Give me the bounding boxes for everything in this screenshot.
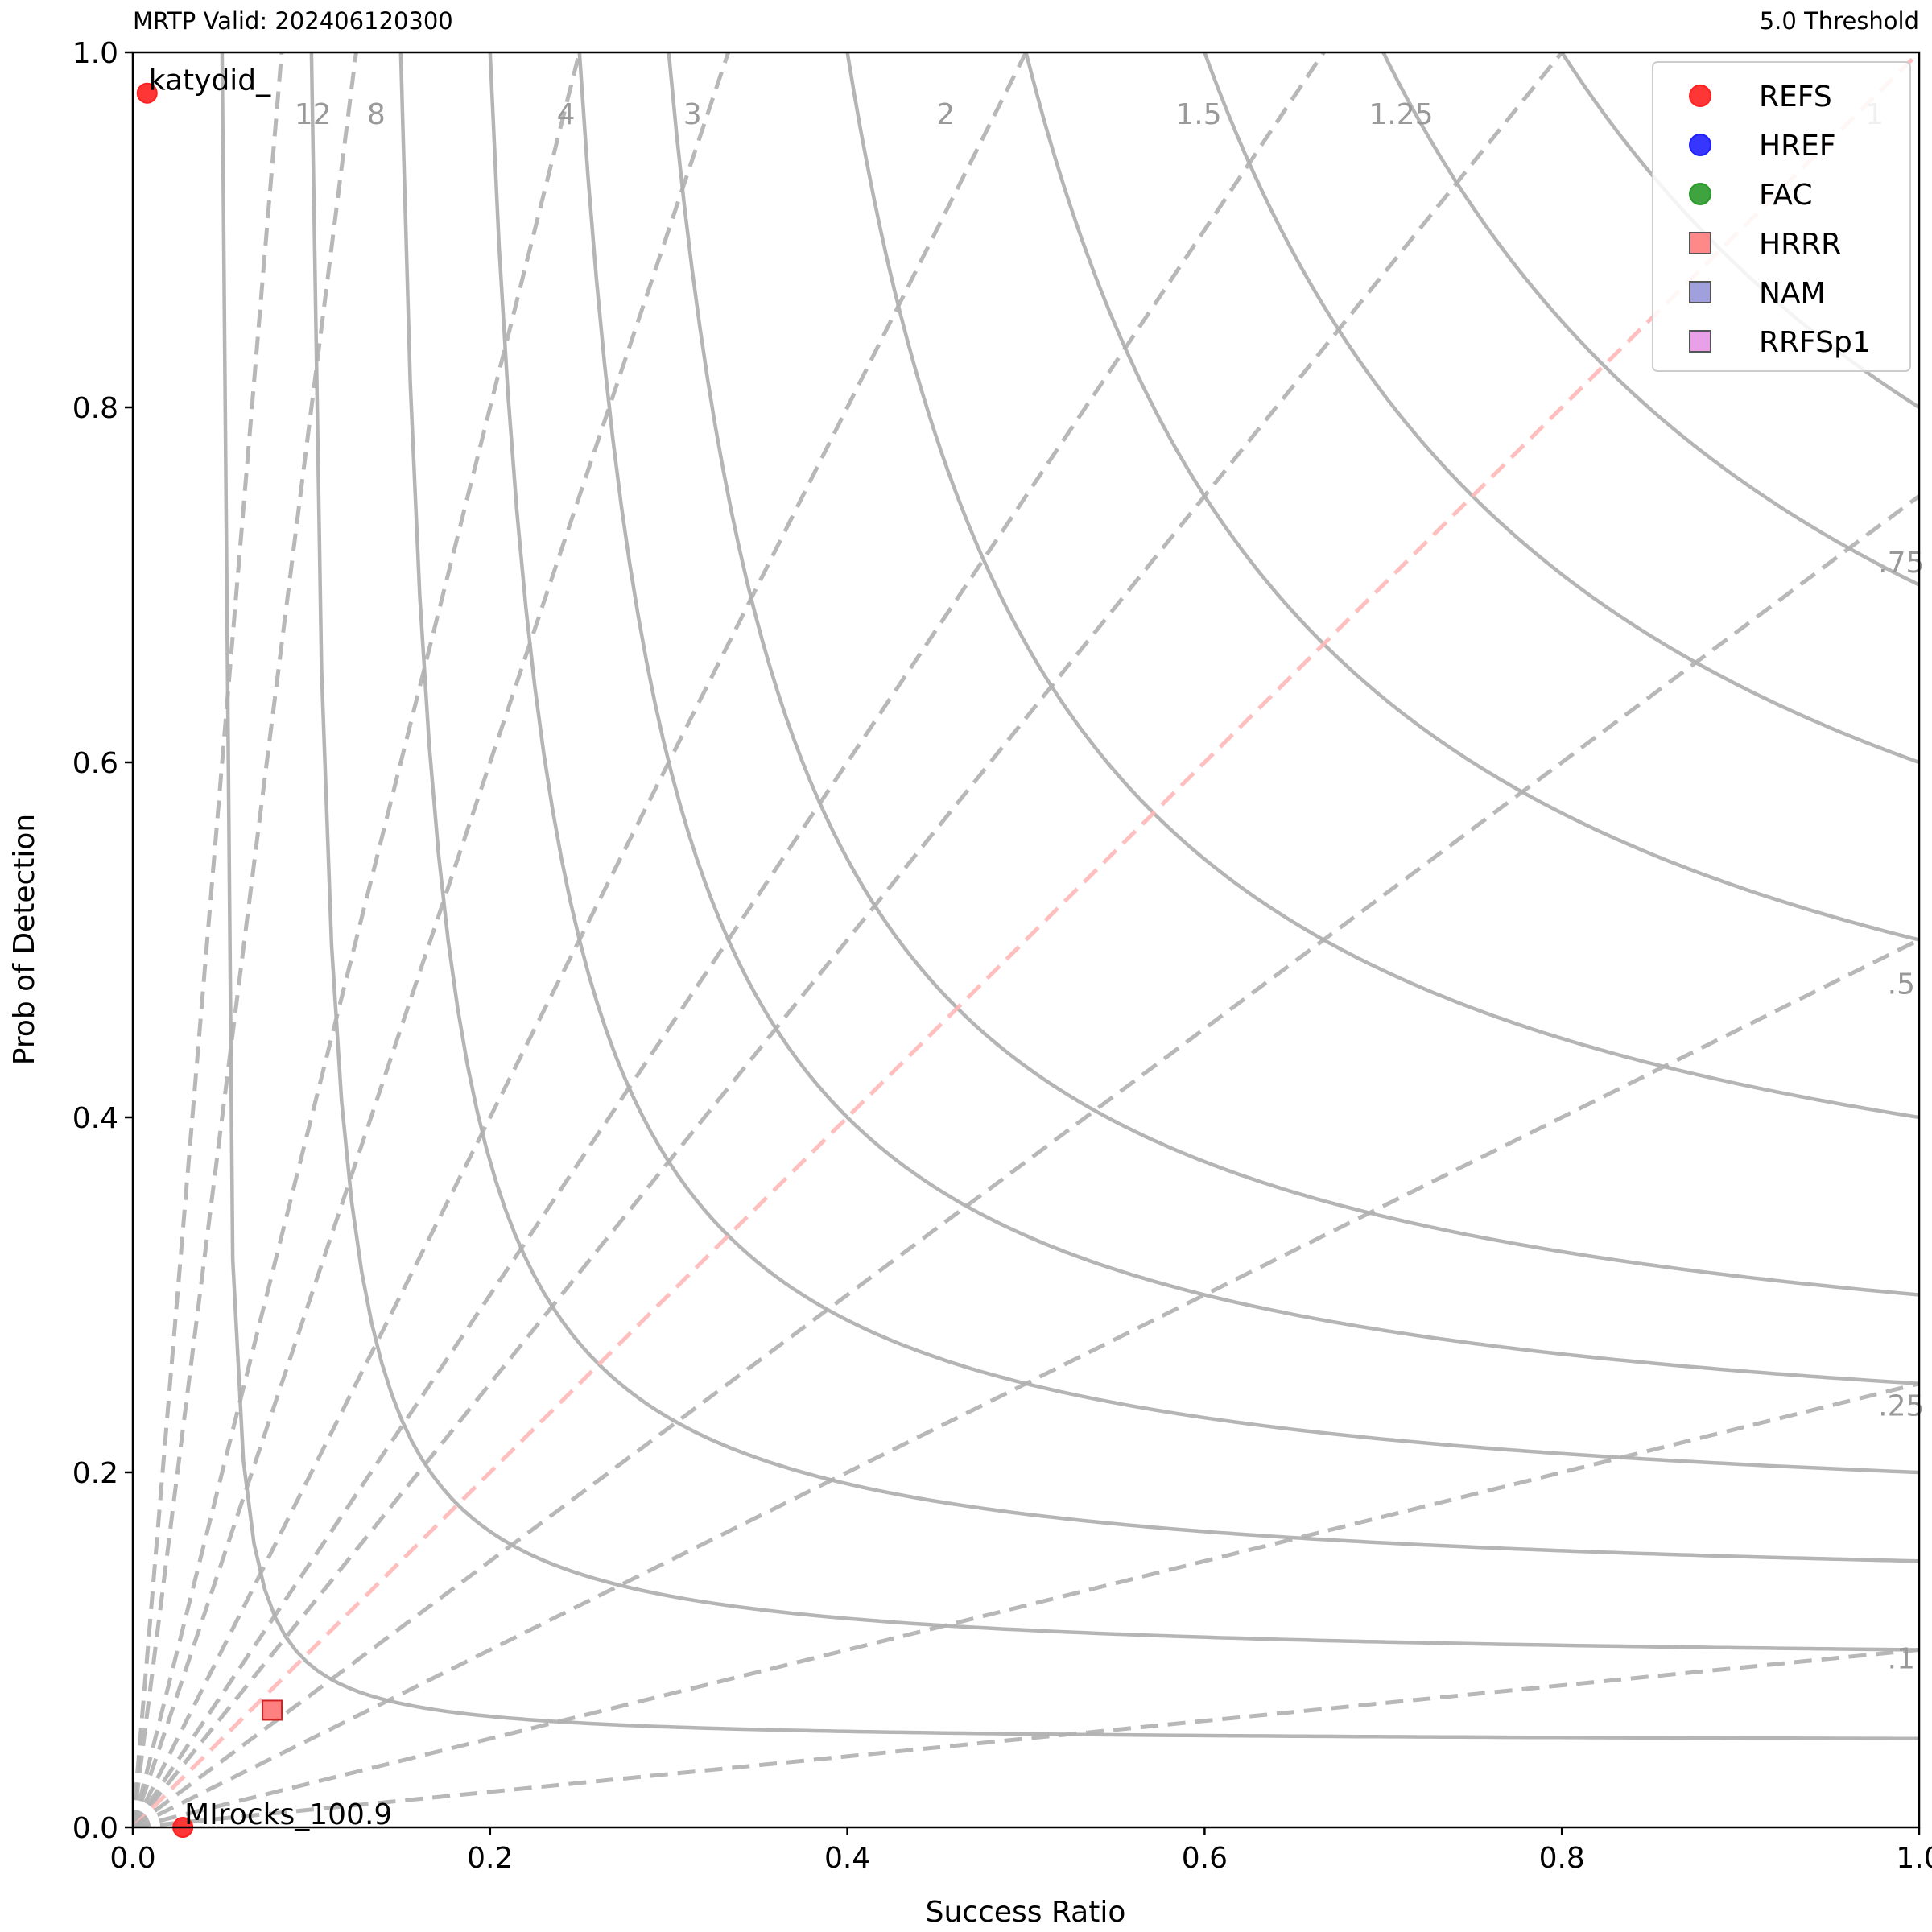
point-annotation: katydid_	[149, 64, 271, 97]
data-point-refs	[136, 82, 158, 104]
y-axis-ticks: 0.0 0.2 0.4 0.6 0.8 1.0	[72, 37, 133, 1845]
bias-label: .75	[1878, 547, 1924, 580]
bias-line	[133, 52, 1029, 1827]
csi-contour-line	[1381, 52, 1919, 587]
point-annotation: MIrocks_100.9	[184, 1798, 392, 1831]
y-tick-label: 0.2	[72, 1457, 118, 1490]
x-tick-label: 0.6	[1182, 1842, 1228, 1875]
bias-line	[133, 52, 1565, 1827]
chart-title-left: MRTP Valid: 202406120300	[133, 7, 453, 35]
y-tick-label: 0.4	[72, 1102, 118, 1135]
legend-marker-fac	[1689, 183, 1711, 205]
legend-marker-nam	[1689, 281, 1711, 303]
csi-contour-line	[309, 52, 1919, 1652]
bias-label: 1.5	[1175, 98, 1221, 131]
legend-label-rrfsp1: RRFSp1	[1759, 326, 1871, 359]
bias-line	[133, 52, 358, 1827]
y-axis-label: Prob of Detection	[8, 814, 41, 1065]
bias-line	[133, 52, 1327, 1827]
bias-label: 8	[367, 98, 386, 131]
bias-label: 1.25	[1368, 98, 1433, 131]
bias-label: .5	[1888, 968, 1915, 1001]
data-point-hrrr	[262, 1699, 283, 1721]
legend-box	[1652, 61, 1911, 372]
bias-line	[133, 52, 284, 1827]
x-tick-label: 0.8	[1539, 1842, 1585, 1875]
legend-label-nam: NAM	[1759, 277, 1826, 310]
bias-lines	[133, 52, 1919, 1827]
legend-marker-refs	[1689, 85, 1711, 107]
bias-line	[133, 937, 1919, 1827]
legend: REFS HREF FAC HRRR NAM RRFSp1	[1652, 61, 1911, 372]
y-tick-label: 0.8	[72, 392, 118, 425]
y-tick-label: 1.0	[72, 37, 118, 70]
legend-marker-href	[1689, 134, 1711, 156]
bias-label: 12	[295, 98, 332, 131]
y-tick-label: 0.0	[72, 1812, 118, 1845]
csi-contour-line	[488, 52, 1919, 1475]
bias-label: 3	[683, 98, 702, 131]
x-tick-label: 0.2	[467, 1842, 513, 1875]
x-tick-label: 0.0	[109, 1842, 155, 1875]
bias-line	[133, 52, 731, 1827]
legend-label-href: HREF	[1759, 130, 1836, 163]
bias-line	[133, 493, 1919, 1827]
x-tick-label: 1.0	[1896, 1842, 1932, 1875]
csi-contour-line	[1024, 52, 1919, 942]
bias-line	[133, 52, 582, 1827]
legend-marker-rrfsp1	[1689, 330, 1711, 353]
bias-line	[133, 52, 1919, 1827]
legend-label-refs: REFS	[1759, 80, 1832, 114]
legend-items: REFS HREF FAC HRRR NAM RRFSp1	[1689, 80, 1871, 359]
csi-contour-line	[1203, 52, 1919, 765]
x-axis-label: Success Ratio	[926, 1896, 1126, 1929]
bias-label: .25	[1878, 1389, 1924, 1422]
x-axis-ticks: 0.0 0.2 0.4 0.6 0.8 1.0	[109, 1827, 1932, 1875]
data-points: katydid_ MIrocks_100.9	[136, 64, 392, 1838]
csi-contour-line	[577, 52, 1919, 1386]
bias-label: .1	[1888, 1643, 1915, 1676]
legend-label-fac: FAC	[1759, 179, 1813, 212]
csi-contours	[220, 52, 1919, 1741]
legend-marker-hrrr	[1689, 232, 1711, 254]
bias-label: 4	[557, 98, 576, 131]
csi-contour-line	[667, 52, 1919, 1297]
x-tick-label: 0.4	[824, 1842, 870, 1875]
plot-frame	[131, 51, 1921, 1829]
csi-contour-line	[845, 52, 1919, 1120]
legend-label-hrrr: HRRR	[1759, 228, 1841, 261]
y-tick-label: 0.6	[72, 747, 118, 780]
bias-label: 2	[936, 98, 955, 131]
bias-line	[133, 1647, 1919, 1827]
csi-contour-line	[398, 52, 1919, 1563]
bias-line	[133, 1381, 1919, 1827]
chart-title-right: 5.0 Threshold	[1760, 7, 1919, 35]
